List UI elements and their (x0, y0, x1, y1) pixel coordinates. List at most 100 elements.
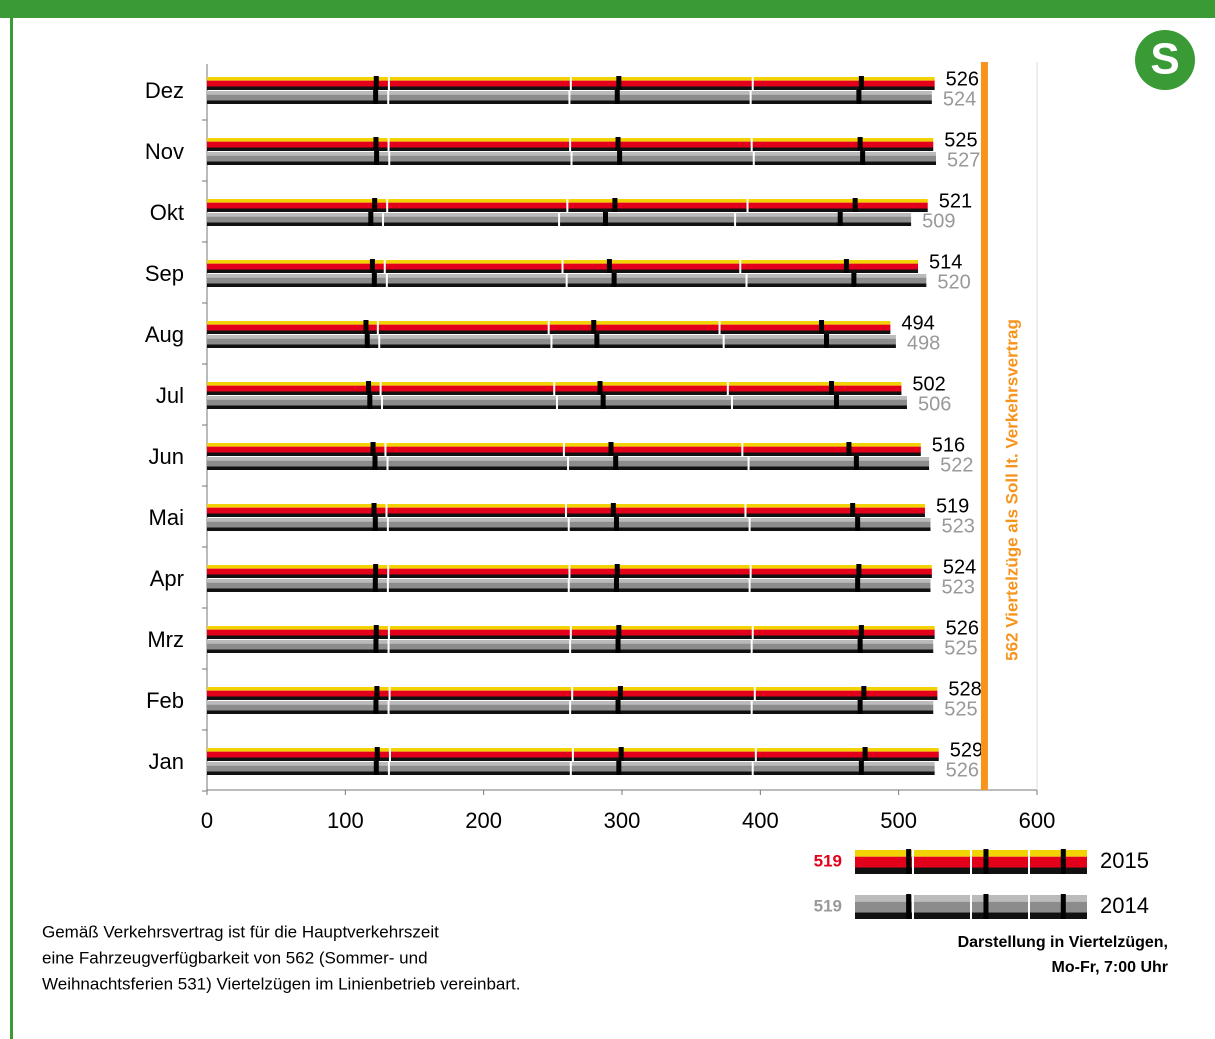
value-label: 523 (941, 576, 974, 598)
train-joint (722, 335, 725, 348)
value-label: 526 (946, 759, 979, 781)
train-door (372, 578, 378, 592)
top-band (0, 0, 1215, 18)
train-door (983, 894, 989, 919)
train-door (846, 442, 852, 456)
train-door (856, 90, 862, 104)
train-joint (752, 152, 755, 165)
train-door (373, 137, 379, 151)
value-label: 520 (937, 271, 970, 293)
train-door (1060, 849, 1066, 874)
train-joint (734, 213, 737, 226)
train-joint (387, 91, 390, 104)
logo-letter: S (1150, 35, 1179, 84)
train-door (857, 700, 863, 714)
train-joint (378, 335, 381, 348)
train-joint (970, 850, 972, 874)
train-door (373, 625, 379, 639)
train-joint (387, 77, 390, 90)
train-joint (912, 850, 914, 874)
train-door (614, 564, 620, 578)
train-door (856, 564, 862, 578)
train-door (857, 137, 863, 151)
value-label: 502 (912, 373, 945, 395)
train-door (983, 849, 989, 874)
train-door (373, 639, 379, 653)
train-door (367, 395, 373, 409)
train-joint (382, 213, 385, 226)
train-joint (387, 701, 390, 714)
train-door (833, 395, 839, 409)
train-door (853, 456, 859, 470)
train-joint (750, 138, 753, 151)
train-joint (912, 895, 914, 919)
value-label: 498 (907, 332, 940, 354)
value-label: 525 (944, 129, 977, 151)
footnote: eine Fahrzeugverfügbarkeit von 562 (Somm… (42, 948, 428, 967)
train-door (851, 273, 857, 287)
y-tick-label: Dez (145, 78, 184, 103)
train-joint (569, 762, 572, 775)
train-joint (970, 895, 972, 919)
x-tick-label: 400 (742, 808, 779, 833)
value-label: 516 (932, 434, 965, 456)
train-joint (387, 640, 390, 653)
logo (1135, 30, 1195, 90)
x-tick-label: 200 (465, 808, 502, 833)
value-label: 523 (941, 515, 974, 537)
y-tick-label: Jul (156, 383, 184, 408)
train-door (858, 761, 864, 775)
y-tick-label: Feb (146, 688, 184, 713)
train-joint (571, 687, 574, 700)
train-joint (555, 396, 558, 409)
train-joint (741, 443, 744, 456)
train-door (366, 381, 372, 395)
train-joint (569, 626, 572, 639)
y-tick-label: Sep (145, 261, 184, 286)
train-joint (384, 443, 387, 456)
train-joint (387, 138, 390, 151)
train-door (372, 456, 378, 470)
value-label: 528 (948, 678, 981, 700)
y-tick-label: Nov (145, 139, 184, 164)
value-label: 524 (943, 88, 976, 110)
train-door (611, 273, 617, 287)
train-joint (567, 579, 570, 592)
x-tick-label: 0 (201, 808, 213, 833)
train-joint (569, 640, 572, 653)
train-door (906, 849, 912, 874)
train-joint (388, 152, 391, 165)
train-joint (567, 457, 570, 470)
train-joint (748, 579, 751, 592)
note: Darstellung in Viertelzügen, (958, 934, 1168, 951)
footnote: Gemäß Verkehrsvertrag ist für die Hauptv… (42, 922, 439, 941)
train-door (843, 259, 849, 273)
train-door (613, 517, 619, 531)
train-joint (726, 382, 729, 395)
train-door (858, 625, 864, 639)
train-joint (744, 504, 747, 517)
train-door (828, 381, 834, 395)
train-joint (748, 518, 751, 531)
legend-label: 2015 (1100, 848, 1149, 873)
y-tick-label: Apr (150, 566, 184, 591)
legend-label: 2014 (1100, 893, 1149, 918)
train-joint (568, 91, 571, 104)
train-joint (561, 260, 564, 273)
train-joint (746, 199, 749, 212)
train-door (373, 700, 379, 714)
train-door (373, 761, 379, 775)
train-joint (387, 762, 390, 775)
train-joint (558, 213, 561, 226)
train-joint (745, 274, 748, 287)
y-tick-label: Aug (145, 322, 184, 347)
train-door (857, 639, 863, 653)
train-joint (754, 748, 757, 761)
train-joint (376, 321, 379, 334)
train-door (613, 578, 619, 592)
train-door (615, 639, 621, 653)
train-joint (383, 260, 386, 273)
y-tick-label: Jun (149, 444, 184, 469)
value-label: 524 (943, 556, 976, 578)
train-joint (751, 77, 754, 90)
